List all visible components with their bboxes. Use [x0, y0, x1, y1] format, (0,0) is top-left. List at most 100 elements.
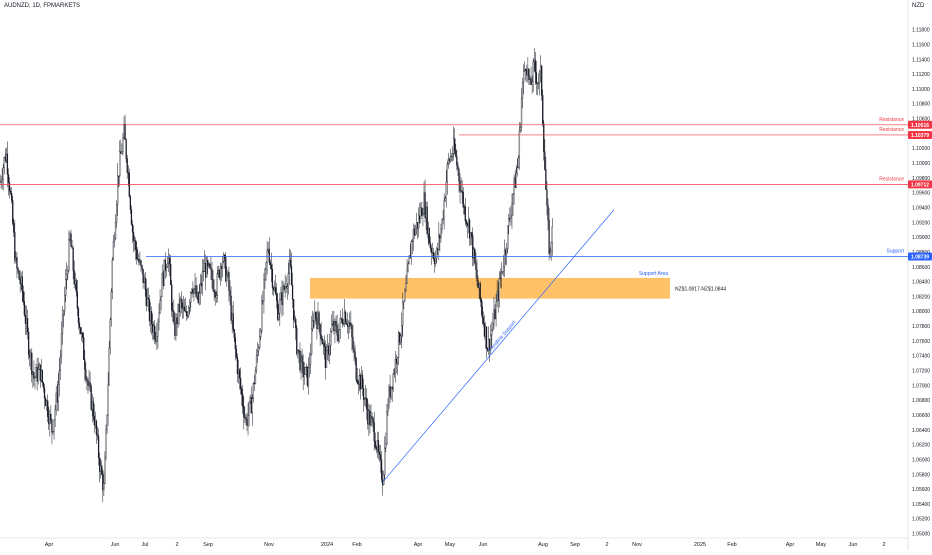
candle	[371, 404, 372, 426]
candle	[200, 274, 201, 305]
candle-body	[411, 242, 412, 259]
candle	[463, 187, 464, 214]
candle	[112, 257, 113, 299]
candle	[170, 255, 171, 285]
candle-body	[261, 301, 262, 331]
candle	[494, 297, 495, 329]
candle	[342, 308, 343, 328]
candle	[391, 387, 392, 400]
candle	[499, 271, 500, 307]
candle-body	[354, 349, 355, 352]
candle-body	[103, 483, 104, 490]
candle	[171, 280, 172, 317]
candle-body	[386, 412, 387, 444]
candle-body	[128, 172, 129, 173]
candle-body	[56, 393, 57, 410]
candle-body	[61, 334, 62, 357]
candle-body	[524, 69, 525, 70]
candle-body	[191, 289, 192, 292]
candle	[337, 314, 338, 341]
candle-body	[239, 370, 240, 378]
candle-body	[273, 288, 274, 290]
candle	[290, 250, 291, 269]
candle-body	[33, 372, 34, 378]
candle-body	[217, 273, 218, 295]
candle	[258, 344, 259, 356]
candle	[346, 319, 347, 325]
candle-body	[456, 156, 457, 165]
candle-body	[363, 388, 364, 399]
y-tick-label: 1.06200	[912, 443, 930, 449]
candle-body	[251, 397, 252, 413]
candle	[408, 261, 409, 272]
candle-body	[134, 240, 135, 241]
candle	[320, 324, 321, 346]
candle-body	[183, 307, 184, 308]
candle	[380, 445, 381, 473]
candle-body	[539, 72, 540, 83]
candle	[475, 252, 476, 278]
support-label: Support	[886, 248, 904, 254]
candle-body	[257, 351, 258, 356]
candle-body	[459, 169, 460, 181]
resistance-price-text: 1.09712	[911, 182, 929, 188]
candle	[376, 446, 377, 454]
candle	[163, 271, 164, 290]
candle	[207, 256, 208, 274]
candle	[169, 254, 170, 276]
candle	[252, 394, 253, 425]
candle	[132, 220, 133, 243]
candle	[530, 76, 531, 85]
candle	[4, 156, 5, 174]
candle	[67, 266, 68, 281]
candle-body	[444, 201, 445, 219]
candle	[172, 302, 173, 321]
candle-body	[41, 370, 42, 380]
candle	[395, 351, 396, 383]
candle	[520, 123, 521, 133]
candle	[247, 413, 248, 431]
candle-body	[355, 352, 356, 359]
candle	[3, 164, 4, 190]
y-tick-label: 1.07800	[912, 324, 930, 330]
candle	[542, 90, 543, 127]
candle-body	[71, 234, 72, 247]
candle	[18, 266, 19, 274]
candle-body	[229, 272, 230, 290]
candle-body	[414, 229, 415, 235]
candle-body	[428, 228, 429, 234]
candle-body	[504, 250, 505, 267]
candle	[128, 165, 129, 186]
candle-body	[92, 402, 93, 410]
candle	[185, 298, 186, 313]
candle-body	[232, 314, 233, 321]
candle-body	[329, 345, 330, 354]
candle	[314, 300, 315, 327]
candle-body	[353, 337, 354, 349]
candle	[436, 247, 437, 263]
candle	[447, 161, 448, 195]
candle-body	[464, 206, 465, 207]
candle	[415, 225, 416, 236]
candle-body	[325, 347, 326, 368]
candle-body	[176, 318, 177, 336]
y-tick-label: 1.08600	[912, 265, 930, 271]
candle-body	[220, 266, 221, 278]
candle	[438, 222, 439, 260]
candle	[50, 406, 51, 424]
candle-body	[94, 416, 95, 425]
candle	[434, 252, 435, 272]
candle	[543, 120, 544, 160]
candle-body	[223, 255, 224, 261]
candle	[83, 332, 84, 360]
candle	[528, 68, 529, 84]
candle	[106, 425, 107, 461]
candle-body	[190, 292, 191, 302]
candle-body	[505, 250, 506, 254]
candle-body	[372, 417, 373, 419]
candle	[254, 375, 255, 391]
candle	[274, 281, 275, 293]
candle-body	[424, 193, 425, 214]
